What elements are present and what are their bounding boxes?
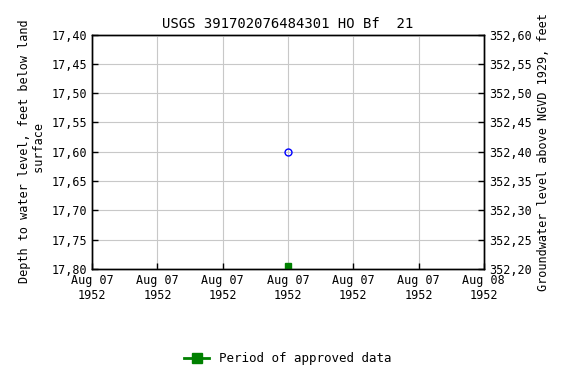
Y-axis label: Groundwater level above NGVD 1929, feet: Groundwater level above NGVD 1929, feet (537, 13, 550, 291)
Y-axis label: Depth to water level, feet below land
 surface: Depth to water level, feet below land su… (18, 20, 46, 283)
Legend: Period of approved data: Period of approved data (179, 347, 397, 370)
Title: USGS 391702076484301 HO Bf  21: USGS 391702076484301 HO Bf 21 (162, 17, 414, 31)
